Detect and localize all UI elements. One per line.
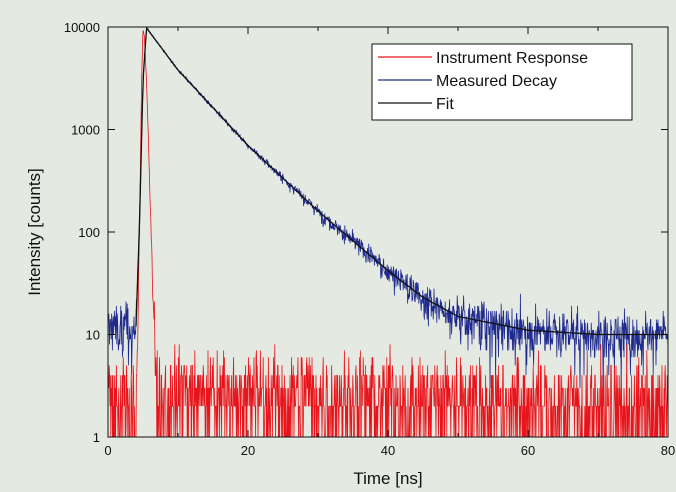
legend-label-fit: Fit (436, 96, 454, 113)
x-tick-label: 80 (661, 443, 675, 458)
y-tick-label: 100 (78, 225, 100, 240)
series-line-fit (135, 26, 668, 336)
x-tick-label: 0 (104, 443, 111, 458)
y-tick-label: 1 (93, 430, 100, 445)
x-tick-label: 40 (381, 443, 395, 458)
legend-label-instrument-response: Instrument Response (436, 50, 588, 67)
y-tick-label: 10 (86, 328, 100, 343)
series-layer (107, 26, 669, 438)
legend: Instrument Response Measured Decay Fit (371, 43, 633, 121)
y-tick-label: 10000 (64, 20, 100, 35)
y-tick-label: 1000 (71, 123, 100, 138)
x-axis-title: Time [ns] (353, 469, 422, 488)
ticks-layer: 0 20 40 60 80 1 10 100 1000 10000 (64, 20, 675, 458)
x-tick-label: 60 (521, 443, 535, 458)
legend-label-measured-decay: Measured Decay (436, 73, 557, 90)
series-line-instrument-response (107, 30, 669, 438)
y-axis-title: Intensity [counts] (25, 168, 44, 296)
x-tick-label: 20 (241, 443, 255, 458)
